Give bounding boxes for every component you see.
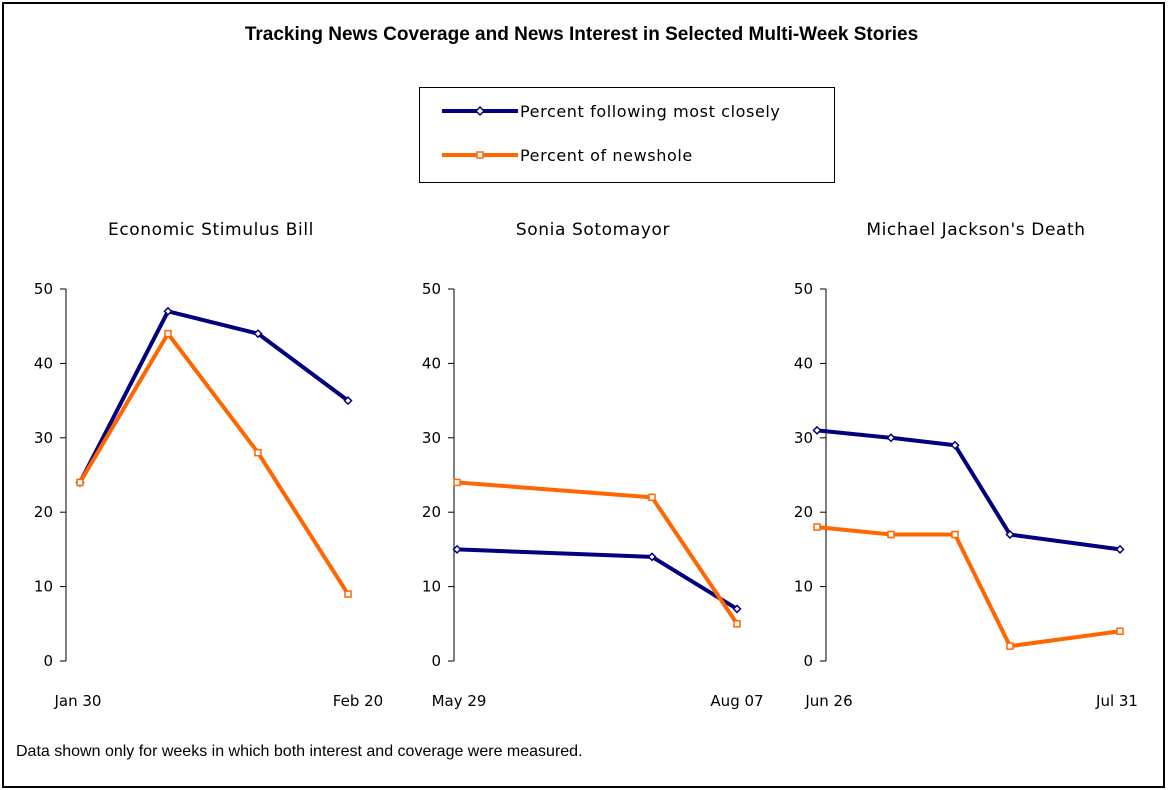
x-tick-label: Jun 26 [804,692,852,710]
legend-item-following: Percent following most closely [442,101,781,121]
x-tick-label: Jan 30 [54,692,102,710]
y-tick-label: 30 [34,429,53,447]
x-tick-label: Aug 07 [710,692,763,710]
chart-title: Tracking News Coverage and News Interest… [244,24,919,45]
series-line-newshole [78,331,350,596]
legend-label-newshole: Percent of newshole [520,145,693,165]
data-point-following [253,329,263,339]
data-point-newshole [733,620,741,628]
data-point-following [1005,529,1015,540]
panel-title: Sonia Sotomayor [516,220,670,240]
data-point-following [452,544,462,554]
legend-swatch-newshole [442,151,518,159]
x-tick-label: Jul 31 [1095,692,1138,710]
data-point-newshole [1006,642,1014,650]
data-point-newshole [254,448,262,457]
y-tick-label: 40 [794,354,813,372]
y-tick-label: 40 [34,354,53,372]
data-point-newshole [76,478,84,487]
y-tick-label: 0 [43,652,53,670]
y-tick-label: 0 [431,652,441,670]
y-tick-label: 20 [794,503,813,521]
footnote: Data shown only for weeks in which both … [16,743,583,760]
legend-item-newshole: Percent of newshole [442,145,693,165]
y-tick-label: 30 [422,429,441,447]
panel-title: Michael Jackson's Death [866,220,1085,240]
legend-swatch-following [442,105,518,117]
data-point-following [647,552,657,562]
y-tick-label: 40 [422,354,441,372]
y-tick-label: 20 [422,503,441,521]
data-point-following [950,440,960,450]
y-tick-label: 0 [803,652,813,670]
y-tick-label: 10 [34,578,53,596]
legend: Percent following most closely Percent o… [419,87,835,183]
data-point-newshole [813,523,821,531]
data-point-following [886,433,896,443]
y-tick-label: 50 [34,280,53,298]
data-point-newshole [951,530,959,539]
legend-label-following: Percent following most closely [520,101,781,121]
x-tick-label: May 29 [432,692,487,710]
y-tick-label: 10 [422,578,441,596]
data-point-following [1115,544,1125,554]
y-tick-label: 30 [794,429,813,447]
data-point-newshole [453,478,461,487]
y-tick-label: 50 [422,280,441,298]
data-point-newshole [648,493,656,502]
data-point-newshole [344,590,352,598]
data-point-newshole [1116,627,1124,635]
data-point-newshole [887,530,895,539]
panel-title: Economic Stimulus Bill [108,220,314,240]
y-tick-label: 10 [794,578,813,596]
data-point-newshole [164,329,172,338]
y-tick-label: 20 [34,503,53,521]
data-point-following [812,425,822,435]
series-line-following [78,309,350,484]
data-point-following [163,306,173,316]
data-point-following [343,396,353,406]
data-point-following [732,604,742,614]
x-tick-label: Feb 20 [333,692,383,710]
y-tick-label: 50 [794,280,813,298]
